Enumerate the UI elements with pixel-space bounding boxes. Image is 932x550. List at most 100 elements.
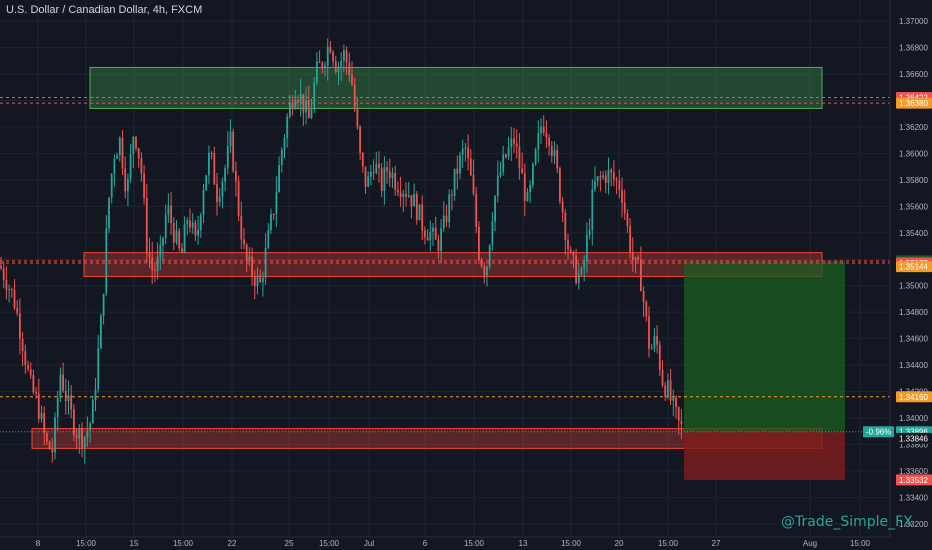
price-tick-label: 1.34400 [899,361,928,370]
candle-body [178,230,181,249]
candle-body [375,163,378,174]
candle-body [259,275,262,282]
candle-body [637,257,640,260]
price-tick-label: 1.34600 [899,335,928,344]
price-label-text: 1.34160 [899,393,928,402]
candle-body [283,138,286,150]
candle-body [351,75,353,85]
candle-body [27,365,29,370]
candle-body [507,147,510,157]
candle-body [596,176,599,182]
candle-body [677,407,680,421]
candle-body [86,430,89,438]
candle-body [48,441,51,449]
price-tick-label: 1.33600 [899,467,928,476]
candle-body [81,428,83,448]
candle-body [210,152,213,154]
candle-body [650,348,653,350]
candle-body [154,269,156,271]
candle-body [345,50,348,63]
candle-body [43,412,46,434]
candle-body [199,215,202,231]
candle-body [175,230,178,243]
candle-body [575,255,577,283]
candle-body [421,204,424,231]
price-label-text: 1.36380 [899,99,928,108]
candle-body [559,168,561,202]
candle-body [73,409,75,436]
candle-body [326,46,329,66]
candle-body [291,102,294,109]
candle-body [626,213,629,226]
candle-body [515,143,518,147]
candle-body [19,313,21,339]
candle-body [56,397,59,418]
candle-body [364,166,367,187]
candle-body [94,389,97,401]
candle-body [334,61,337,73]
candle-body [253,276,256,287]
price-label-box [896,391,932,403]
candle-body [116,155,118,159]
candle-body [229,131,232,147]
candle-body [370,171,372,177]
time-tick-label: 15:00 [173,539,194,548]
candle-body [21,338,24,352]
candle-body [37,393,40,419]
candle-body [532,163,534,185]
candle-body [415,193,418,221]
candle-body [658,344,661,371]
candle-body [523,173,526,201]
time-tick-label: 8 [36,539,41,548]
candle-body [459,154,461,174]
time-tick-label: 15:00 [76,539,97,548]
candle-body [208,152,210,176]
candle-body [656,335,658,345]
candle-body [572,251,575,256]
candle-body [348,62,351,76]
price-tick-label: 1.35000 [899,282,928,291]
price-label-box [896,432,932,444]
candle-body [237,181,240,217]
candle-body [343,50,345,61]
candle-body [453,168,456,196]
candle-body [510,138,513,148]
candle-body [464,147,467,149]
candle-body [488,245,491,267]
candle-body [496,175,499,197]
candle-body [264,247,267,278]
time-tick-label: 15:00 [561,539,582,548]
resistance-zone [89,66,823,109]
candle-body [5,280,8,291]
candle-body [634,257,637,260]
candle-body [159,245,162,257]
price-tick-label: 1.33800 [899,440,928,449]
candle-body [110,173,113,198]
time-tick-label: 27 [712,539,721,548]
candle-body [413,193,415,207]
change-badge [863,426,894,438]
candle-body [135,136,137,149]
candle-body [588,230,591,236]
candle-body [426,237,429,241]
candle-body [397,189,399,193]
candle-body [545,133,548,138]
candle-body [307,100,310,119]
candle-body [170,205,172,224]
candle-body [675,397,677,408]
candle-body [534,149,537,164]
candle-body [664,385,667,397]
candle-body [113,158,116,174]
candle-body [202,190,205,216]
candle-body [310,108,313,119]
candle-body [483,266,486,276]
watermark: @Trade_Simple_FX [781,514,913,530]
candle-body [62,374,64,391]
candle-body [324,65,326,69]
candle-body [424,230,426,238]
candle-body [299,94,302,103]
price-tick-label: 1.36200 [899,123,928,132]
candle-body [245,244,248,261]
